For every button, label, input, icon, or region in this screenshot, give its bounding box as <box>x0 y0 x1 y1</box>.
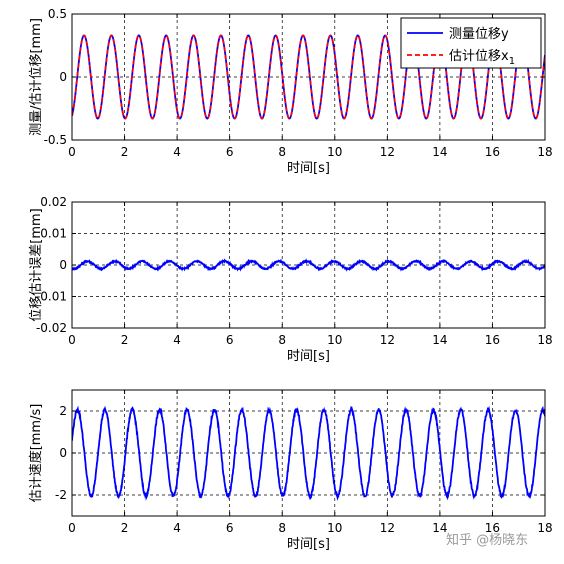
y-tick-label: -0.02 <box>36 321 67 335</box>
legend-label-text: 测量位移y <box>449 27 509 42</box>
y-tick-label: 0 <box>59 258 67 272</box>
x-tick-label: 6 <box>226 145 234 159</box>
x-axis-label: 时间[s] <box>287 161 330 176</box>
y-tick-label: -2 <box>55 488 67 502</box>
x-tick-label: 4 <box>173 521 181 535</box>
y-tick-label: 2 <box>59 404 67 418</box>
y-tick-label: -0.01 <box>36 290 67 304</box>
y-axis-label: 位移估计误差[mm] <box>29 208 44 321</box>
y-tick-label: -0.5 <box>44 133 67 147</box>
panel-velocity: 0 2 4 6 8 10 12 14 16 18 -2 0 2 时间[s] 估计速度[mm/s] <box>28 389 553 552</box>
x-tick-label: 16 <box>485 145 500 159</box>
legend-label-text: 估计位移x <box>449 49 509 64</box>
x-tick-label: 12 <box>380 145 395 159</box>
x-tick-label: 16 <box>485 333 500 347</box>
x-axis-label: 时间[s] <box>287 537 330 552</box>
y-tick-label: 0.01 <box>40 227 67 241</box>
x-tick-label: 2 <box>121 521 129 535</box>
legend-box <box>400 17 542 69</box>
x-tick-label: 10 <box>327 145 342 159</box>
x-tick-label: 6 <box>226 333 234 347</box>
x-axis-label: 时间[s] <box>287 349 330 364</box>
x-tick-label: 8 <box>278 333 286 347</box>
x-tick-label: 14 <box>432 145 447 159</box>
x-tick-label: 12 <box>380 333 395 347</box>
x-tick-label: 4 <box>173 145 181 159</box>
panel-displacement: 0 2 4 6 8 10 12 14 16 18-0.500.5时间[s]测量/估计位移[mm] 测… <box>29 7 553 176</box>
y-tick-label: 0.5 <box>48 7 67 21</box>
x-tick-label: 8 <box>278 145 286 159</box>
y-axis-label: 测量/估计位移[mm] <box>29 18 44 136</box>
x-tick-label: 12 <box>380 521 395 535</box>
x-tick-label: 2 <box>121 333 129 347</box>
series-line-0 <box>72 258 545 272</box>
x-tick-label: 10 <box>327 333 342 347</box>
x-tick-label: 14 <box>432 521 447 535</box>
x-tick-label: 18 <box>537 145 552 159</box>
watermark: 知乎 @杨晓东 <box>446 532 528 548</box>
x-tick-label: 18 <box>537 521 552 535</box>
x-tick-label: 0 <box>68 521 76 535</box>
x-tick-label: 14 <box>432 333 447 347</box>
x-tick-label: 8 <box>278 521 286 535</box>
y-tick-label: 0 <box>59 70 67 84</box>
y-tick-label: 0 <box>59 446 67 460</box>
x-tick-label: 4 <box>173 333 181 347</box>
legend-label-subscript: 1 <box>509 56 515 67</box>
x-tick-label: 16 <box>485 521 500 535</box>
x-tick-label: 18 <box>537 333 552 347</box>
x-tick-label: 0 <box>68 145 76 159</box>
legend-label-0: 测量位移y <box>449 27 509 42</box>
y-axis-label: 估计速度[mm/s] <box>28 404 44 503</box>
y-tick-label: 0.02 <box>40 195 67 209</box>
legend-label-1: 估计位移x1 <box>449 49 515 67</box>
x-tick-label: 6 <box>226 521 234 535</box>
panel-displacement-error: 0 2 4 6 8 10 12 14 16 18 -0.02 -0.01 0 0.01 0.02 时间[s] 位… <box>29 195 553 364</box>
x-tick-label: 10 <box>327 521 342 535</box>
x-tick-label: 0 <box>68 333 76 347</box>
series-line-0 <box>72 405 545 501</box>
x-tick-label: 2 <box>121 145 129 159</box>
